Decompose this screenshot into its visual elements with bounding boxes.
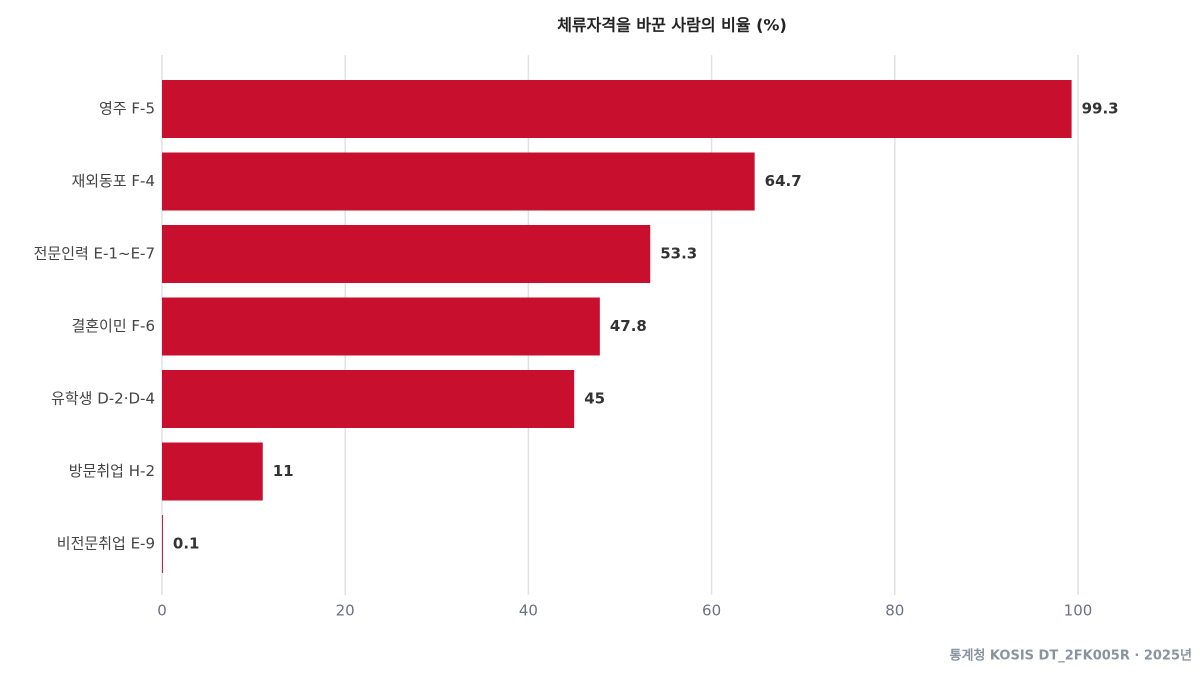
x-tick-label: 0	[157, 602, 167, 620]
data-label: 64.7	[765, 172, 802, 190]
x-tick-label: 20	[336, 602, 355, 620]
bar	[162, 80, 1072, 138]
bar	[162, 225, 651, 283]
data-label: 11	[273, 462, 294, 480]
y-tick-label: 결혼이민 F-6	[71, 317, 155, 335]
data-label: 47.8	[610, 317, 647, 335]
bar	[162, 152, 755, 211]
y-tick-label: 재외동포 F-4	[71, 172, 155, 190]
x-tick-label: 60	[702, 602, 721, 620]
bar	[162, 370, 575, 428]
y-tick-label: 유학생 D-2·D-4	[51, 390, 155, 408]
x-tick-label: 100	[1064, 602, 1093, 620]
y-tick-label: 전문인력 E-1~E-7	[34, 245, 155, 263]
data-label: 99.3	[1082, 100, 1119, 118]
source-note: 통계청 KOSIS DT_2FK005R · 2025년	[950, 648, 1192, 664]
bar	[162, 442, 263, 501]
x-tick-label: 40	[519, 602, 538, 620]
y-tick-label: 영주 F-5	[99, 100, 155, 118]
bar	[162, 297, 600, 356]
chart-title: 체류자격을 바꾼 사람의 비율 (%)	[557, 16, 787, 35]
y-tick-label: 방문취업 H-2	[69, 462, 155, 480]
x-tick-label: 80	[885, 602, 904, 620]
bar	[162, 515, 163, 573]
data-label: 53.3	[660, 245, 697, 263]
y-tick-label: 비전문취업 E-9	[57, 535, 155, 553]
data-label: 45	[584, 390, 605, 408]
data-label: 0.1	[173, 535, 200, 553]
